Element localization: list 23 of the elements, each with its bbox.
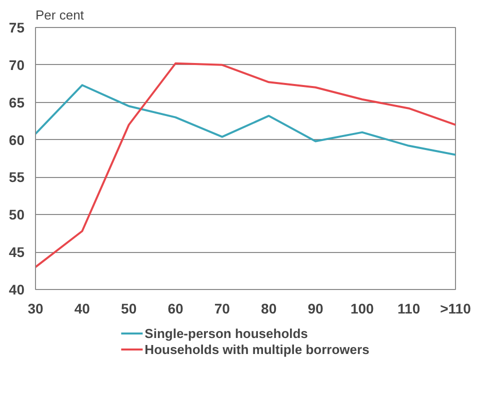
x-tick-label: 110 bbox=[398, 300, 420, 316]
y-tick-label: 70 bbox=[8, 56, 25, 73]
x-tick-label: >110 bbox=[440, 300, 472, 316]
y-tick-label: 55 bbox=[8, 169, 25, 186]
y-tick-label: 50 bbox=[8, 206, 25, 223]
y-tick-label: 75 bbox=[8, 20, 25, 36]
line-series bbox=[36, 62, 456, 268]
legend-label: Households with multiple borrowers bbox=[144, 342, 370, 356]
x-tick-label: 50 bbox=[121, 300, 137, 316]
y-tick-label: 65 bbox=[8, 94, 25, 110]
x-tick-label: 100 bbox=[350, 300, 374, 316]
x-tick-label: 70 bbox=[214, 300, 230, 316]
y-tick-label: 45 bbox=[8, 244, 25, 260]
line-series bbox=[36, 84, 456, 156]
y-tick-label: 60 bbox=[8, 132, 25, 148]
x-tick-label: 30 bbox=[28, 300, 44, 316]
y-tick-label: 40 bbox=[8, 282, 25, 298]
legend-label: Single-person households bbox=[144, 326, 308, 340]
y-axis-title: Per cent bbox=[36, 8, 84, 22]
x-tick-label: 80 bbox=[261, 300, 277, 316]
x-tick-label: 90 bbox=[308, 300, 324, 316]
x-tick-label: 40 bbox=[74, 300, 90, 316]
x-tick-label: 60 bbox=[168, 300, 184, 316]
